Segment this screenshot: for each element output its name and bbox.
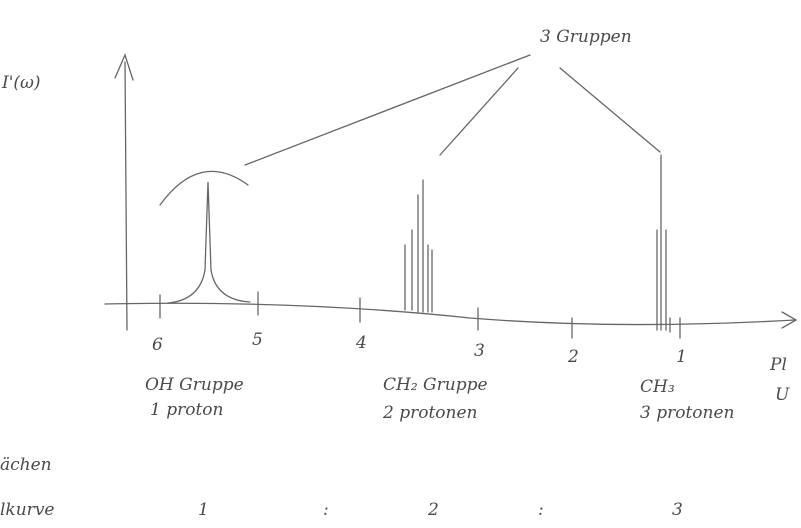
tick-label: 3 (474, 341, 485, 361)
x-axis (105, 303, 795, 324)
tick-label: 1 (676, 347, 687, 367)
y-axis-arrow (115, 55, 133, 80)
annotation-lines (245, 55, 660, 165)
tick-label: 6 (152, 335, 163, 355)
annotation: 3 Gruppen (540, 27, 632, 47)
group-name: CH₃ (640, 377, 675, 397)
x-axis-label: Pl (769, 355, 787, 375)
ch3-peaks (657, 155, 670, 332)
oh-peak (168, 182, 250, 303)
row-label: ächen (0, 455, 52, 475)
group-name: OH Gruppe (145, 375, 244, 395)
ticks (160, 292, 680, 338)
group-protons: 3 protonen (640, 403, 735, 423)
group-protons: 1 proton (150, 400, 223, 420)
oh-arc (160, 171, 248, 205)
ratio-item: 1 (198, 500, 209, 520)
ratio-item: 2 (427, 500, 439, 520)
group-name: CH₂ Gruppe (383, 375, 488, 395)
x-axis-label: U (775, 385, 790, 405)
ch2-peaks (405, 180, 432, 312)
tick-label: 4 (355, 333, 367, 353)
tick-label: 2 (567, 347, 579, 367)
y-axis-label: I'(ω) (1, 73, 41, 93)
tick-label: 5 (252, 330, 263, 350)
ratio-item: : (538, 500, 544, 520)
sketch: I'(ω) 3 Gruppen 6 5 4 3 2 1 Pl U OH Grup… (0, 0, 801, 528)
ratio-item: : (323, 500, 329, 520)
y-axis (125, 62, 127, 330)
ratio-item: 3 (672, 500, 683, 520)
row-label: lkurve (0, 500, 54, 520)
group-protons: 2 protonen (382, 403, 478, 423)
